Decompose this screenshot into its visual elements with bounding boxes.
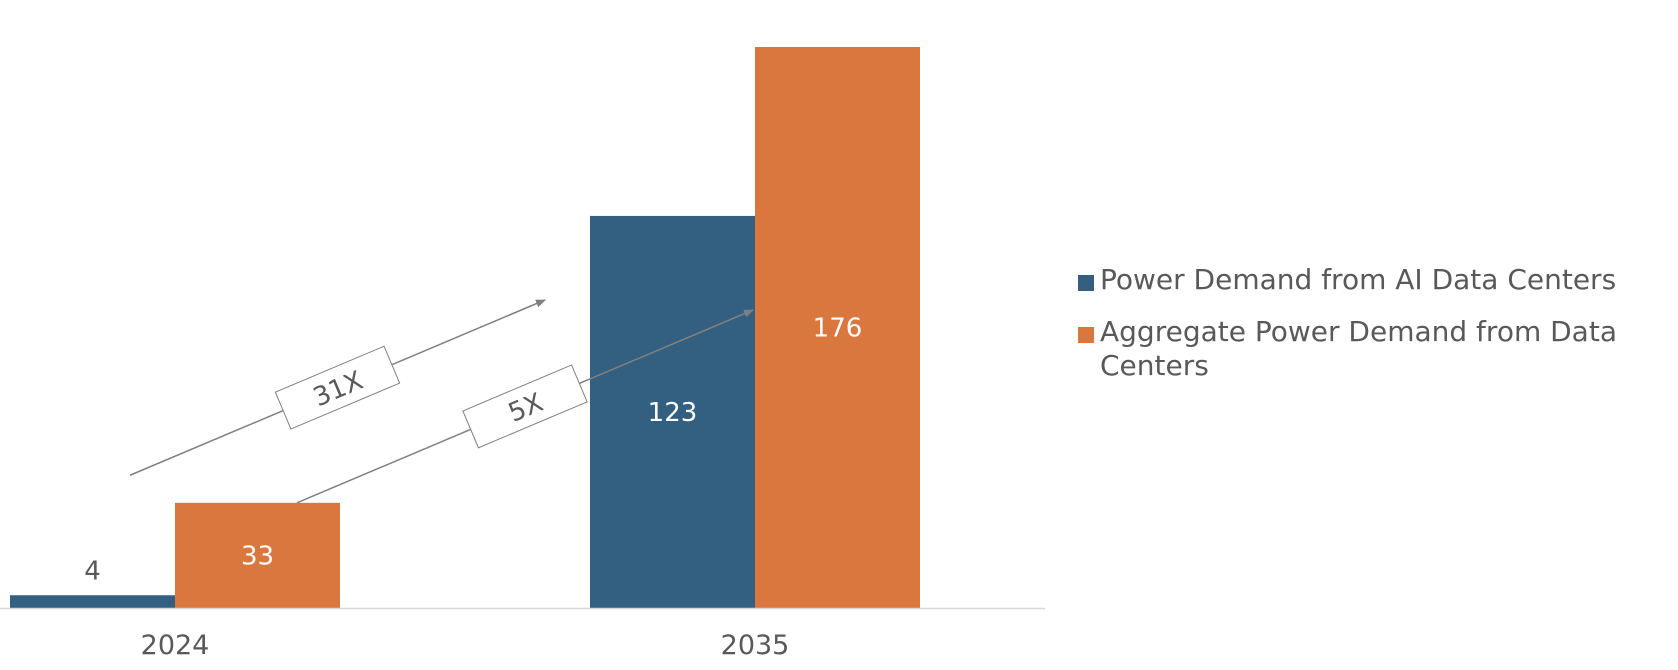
legend-item-ai-power-demand: Power Demand from AI Data Centers [1078,263,1668,297]
growth-annotation-31X: 31X [129,299,546,476]
data-label-s1-2024: 33 [241,541,274,571]
growth-label-box-1 [462,364,588,449]
data-label-s0-2024: 4 [84,556,101,586]
data-label-s1-2035: 176 [813,314,863,344]
x-tick-label-2035: 2035 [721,630,790,661]
bar-s0-2024 [10,595,175,608]
bar-s1-2024 [175,502,340,608]
legend: Power Demand from AI Data Centers Aggreg… [1078,263,1668,401]
bar-s0-2035 [590,215,755,608]
growth-label-box-0 [274,345,401,430]
legend-label-aggregate: Aggregate Power Demand from Data Centers [1100,315,1617,382]
legend-item-aggregate-power-demand: Aggregate Power Demand from Data Centers [1078,315,1668,383]
growth-annotation-5X: 5X [296,309,754,504]
bar-chart: 2024 2035 4 33 123 176 31X 5X [0,47,1045,661]
legend-swatch-ai [1078,275,1094,291]
x-tick-label-2024: 2024 [141,630,210,661]
legend-label-ai: Power Demand from AI Data Centers [1100,263,1617,296]
data-label-s0-2035: 123 [648,398,698,428]
legend-swatch-aggregate [1078,327,1094,343]
bar-s1-2035 [755,47,920,608]
